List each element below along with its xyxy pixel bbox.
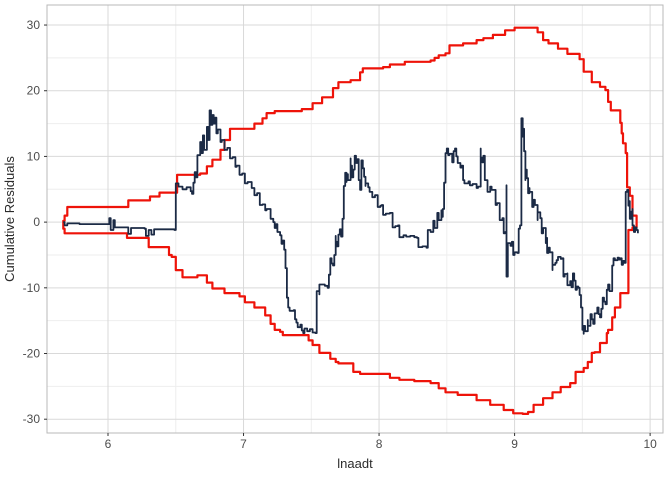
x-tick-label: 6 (105, 437, 112, 451)
confidence-envelope-line (62, 26, 638, 415)
cumulative-residuals-line (63, 109, 639, 335)
y-tick-label: 20 (27, 84, 41, 98)
y-axis-title: Cumulative Residuals (2, 156, 17, 282)
y-tick-label: 10 (27, 149, 41, 163)
x-axis-title: lnaadt (337, 456, 373, 471)
y-tick-label: 0 (33, 215, 40, 229)
plot-panel (47, 5, 663, 433)
y-tick-label: -10 (23, 281, 41, 295)
y-tick-label: -30 (23, 412, 41, 426)
x-tick-label: 7 (240, 437, 247, 451)
panel-border (46, 4, 664, 434)
y-tick-label: -20 (23, 347, 41, 361)
x-tick-label: 9 (511, 437, 518, 451)
y-tick-label: 30 (27, 18, 41, 32)
x-tick-label: 8 (376, 437, 383, 451)
x-tick-label: 10 (643, 437, 657, 451)
